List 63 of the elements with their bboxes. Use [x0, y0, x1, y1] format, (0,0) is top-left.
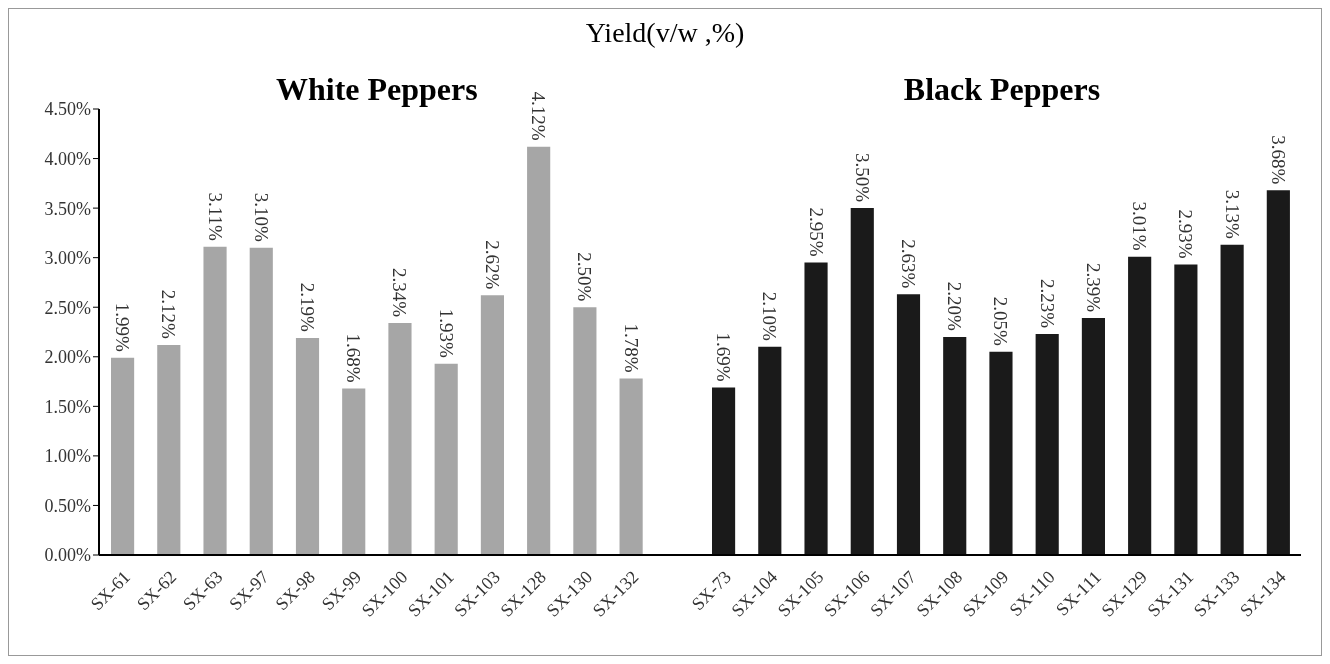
bar [527, 146, 551, 555]
bar [896, 294, 921, 555]
bar [388, 323, 412, 555]
data-label: 2.34% [389, 268, 411, 318]
data-label: 1.78% [620, 323, 642, 373]
bar [1174, 264, 1198, 555]
data-label: 2.20% [944, 281, 966, 332]
y-tick-label: 3.00% [44, 248, 91, 269]
data-label: 2.05% [990, 296, 1012, 346]
bar [295, 337, 320, 555]
bar [712, 387, 736, 555]
y-tick-label: 1.50% [44, 396, 91, 417]
data-label: 1.99% [112, 302, 134, 352]
bar [573, 307, 597, 555]
y-tick-label: 4.50% [44, 99, 91, 120]
data-label: 1.69% [713, 332, 735, 382]
y-tick-label: 2.50% [44, 297, 91, 318]
data-label: 3.10% [250, 192, 272, 242]
bar [1035, 333, 1059, 555]
bar [1128, 256, 1152, 555]
bar [619, 378, 643, 555]
data-label: 2.19% [297, 282, 318, 333]
data-label: 2.63% [898, 239, 919, 289]
data-label: 1.68% [343, 333, 365, 383]
data-label: 3.50% [851, 153, 873, 203]
data-label: 2.93% [1175, 209, 1197, 259]
bar [989, 351, 1013, 555]
data-label: 3.68% [1267, 135, 1289, 185]
bar [203, 246, 227, 555]
bar [480, 295, 504, 555]
bar [850, 208, 874, 555]
bar [1266, 190, 1290, 555]
data-label: 4.12% [528, 91, 550, 141]
text: White Peppers [275, 71, 478, 108]
data-label: 2.23% [1036, 278, 1058, 329]
bar [249, 247, 273, 555]
data-label: 2.62% [481, 240, 503, 290]
bar [434, 363, 458, 555]
data-label: 3.01% [1129, 201, 1151, 251]
data-label: 2.12% [158, 289, 180, 340]
bar [1081, 318, 1105, 555]
y-tick-label: 3.50% [44, 198, 91, 219]
chart-title: Yield(v/w ,%) [584, 17, 746, 49]
data-label: 2.39% [1082, 263, 1104, 313]
bar [157, 344, 181, 555]
data-label: 1.93% [435, 308, 457, 358]
y-tick-label: 2.00% [44, 347, 91, 368]
bar [111, 357, 135, 555]
y-tick-label: 0.00% [44, 545, 91, 566]
data-label: 3.11% [204, 192, 226, 241]
data-label: 2.10% [759, 291, 781, 342]
data-label: 3.13% [1221, 189, 1243, 239]
bar [758, 346, 782, 555]
y-tick-label: 1.00% [44, 446, 91, 467]
text: Black Peppers [903, 71, 1101, 108]
y-tick-label: 0.50% [44, 495, 91, 516]
bar [1220, 244, 1244, 555]
bar [943, 336, 967, 555]
bar [804, 262, 828, 555]
y-tick-label: 4.00% [44, 148, 91, 169]
data-label: 2.50% [574, 252, 596, 302]
data-label: 2.95% [805, 207, 827, 257]
bar [342, 388, 366, 555]
